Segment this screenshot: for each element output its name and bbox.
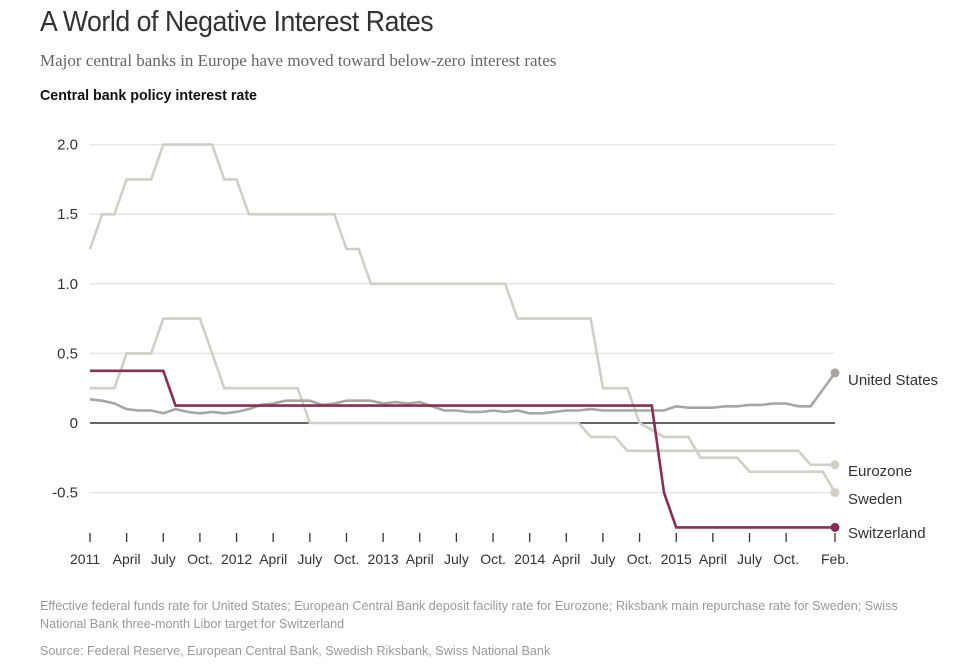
series-label-united-states: United States <box>848 372 938 389</box>
x-tick-label: July <box>151 551 176 567</box>
chart-note: Effective federal funds rate for United … <box>40 598 898 631</box>
y-axis: 2.0 1.5 1.0 0.5 0 -0.5 <box>52 137 78 502</box>
y-tick-label: 1.5 <box>57 206 78 223</box>
series-line-switzerland <box>90 369 835 529</box>
y-tick-label: 0.5 <box>57 345 78 362</box>
x-tick-label: Oct. <box>480 551 506 567</box>
series-label-switzerland: Switzerland <box>848 525 926 542</box>
series-end-marker-sweden <box>830 488 840 498</box>
x-tick-label: 2014 <box>514 551 545 567</box>
series-lines <box>88 143 837 529</box>
x-tick-label: April <box>552 551 580 567</box>
series-line-sweden <box>88 143 837 494</box>
series-label-sweden: Sweden <box>848 491 902 508</box>
series-end-marker-united-states <box>830 368 840 378</box>
x-tick-label: July <box>590 551 615 567</box>
x-tick-label: July <box>297 551 322 567</box>
x-tick-label: 2013 <box>368 551 399 567</box>
series-end-marker-eurozone <box>830 460 840 470</box>
y-tick-label: 0 <box>70 415 78 432</box>
series-line-united-states <box>89 372 837 415</box>
series-label-eurozone: Eurozone <box>848 463 912 480</box>
x-tick-label: 2011 <box>70 551 100 567</box>
x-tick-label: Oct. <box>334 551 360 567</box>
x-tick-label: April <box>699 551 727 567</box>
x-tick-label: April <box>259 551 287 567</box>
x-tick-label: 2015 <box>661 551 692 567</box>
chart-subtitle: Major central banks in Europe have moved… <box>40 51 557 70</box>
series-labels: Sweden Eurozone United States Switzerland <box>830 368 938 542</box>
chart-source: Source: Federal Reserve, European Centra… <box>40 643 551 658</box>
x-tick-label: April <box>113 551 141 567</box>
x-tick-label: April <box>406 551 434 567</box>
line-chart: 2.0 1.5 1.0 0.5 0 -0.5 2011 April July Oct. 2012 A… <box>52 137 938 567</box>
x-tick-label: Oct. <box>187 551 213 567</box>
series-end-marker-switzerland <box>830 522 840 532</box>
x-tick-label: July <box>737 551 762 567</box>
x-tick-label: 2012 <box>221 551 252 567</box>
series-line-eurozone <box>90 317 835 467</box>
gridlines <box>90 143 835 494</box>
x-tick-label: Oct. <box>627 551 653 567</box>
chart-y-label: Central bank policy interest rate <box>40 87 257 104</box>
chart-title: A World of Negative Interest Rates <box>40 6 434 38</box>
y-tick-label: 2.0 <box>57 137 78 154</box>
x-axis: 2011 April July Oct. 2012 April July Oct. 2013 Ap… <box>70 533 849 567</box>
x-tick-label: Feb. <box>821 551 849 567</box>
x-tick-label: Oct. <box>773 551 799 567</box>
x-tick-label: July <box>444 551 469 567</box>
y-tick-label: -0.5 <box>52 485 78 502</box>
y-tick-label: 1.0 <box>57 276 78 293</box>
